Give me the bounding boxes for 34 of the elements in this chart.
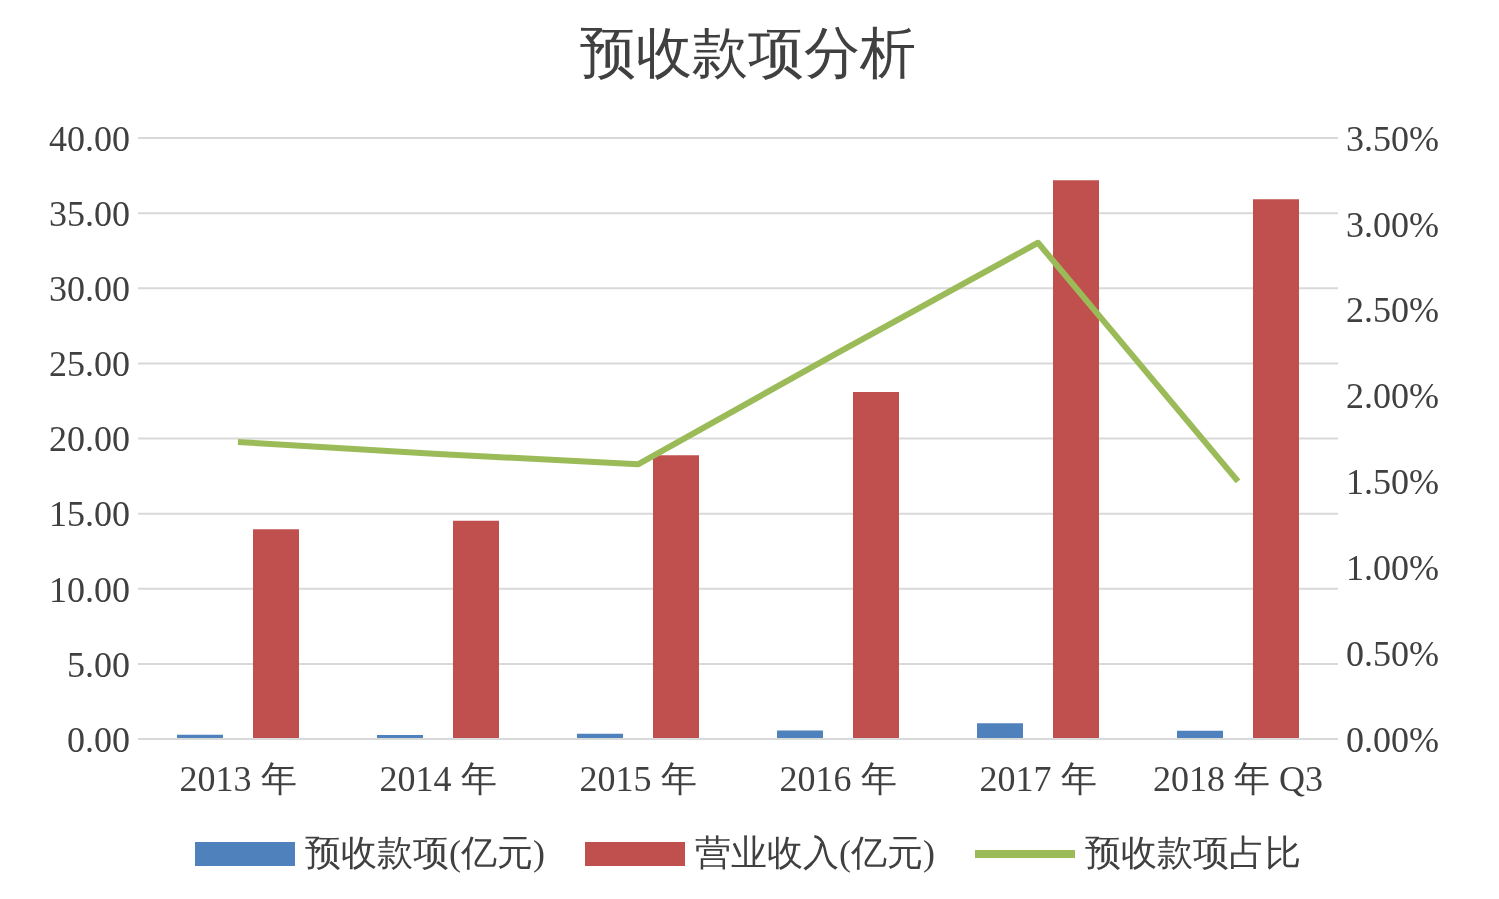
y2-tick-label: 3.50% bbox=[1346, 118, 1439, 159]
x-tick-label: 2016 年 bbox=[779, 758, 897, 799]
y-tick-label: 0.00 bbox=[67, 719, 130, 760]
y-tick-label: 35.00 bbox=[49, 193, 130, 234]
y-tick-label: 40.00 bbox=[49, 118, 130, 159]
y-tick-label: 25.00 bbox=[49, 344, 130, 385]
x-tick-label: 2018 年 Q3 bbox=[1153, 758, 1323, 799]
y-tick-label: 10.00 bbox=[49, 569, 130, 610]
y2-tick-label: 1.50% bbox=[1346, 462, 1439, 503]
bar bbox=[1253, 199, 1299, 739]
y-tick-label: 30.00 bbox=[49, 269, 130, 310]
y2-tick-label: 3.00% bbox=[1346, 204, 1439, 245]
chart-title: 预收款项分析 bbox=[579, 21, 917, 86]
bar bbox=[1053, 180, 1099, 739]
bar bbox=[653, 455, 699, 739]
legend-label: 营业收入(亿元) bbox=[695, 832, 935, 875]
y2-tick-label: 0.00% bbox=[1346, 719, 1439, 760]
bar bbox=[253, 529, 299, 739]
y-tick-label: 15.00 bbox=[49, 494, 130, 535]
bar bbox=[977, 723, 1023, 739]
x-tick-label: 2013 年 bbox=[179, 758, 297, 799]
legend-label: 预收款项(亿元) bbox=[305, 832, 545, 875]
y-tick-label: 5.00 bbox=[67, 644, 130, 685]
y2-tick-label: 1.00% bbox=[1346, 548, 1439, 589]
legend-label: 预收款项占比 bbox=[1084, 832, 1301, 875]
x-tick-label: 2015 年 bbox=[579, 758, 697, 799]
y2-tick-label: 2.00% bbox=[1346, 376, 1439, 417]
x-tick-label: 2014 年 bbox=[379, 758, 497, 799]
y-tick-label: 20.00 bbox=[49, 419, 130, 460]
bar bbox=[853, 392, 899, 739]
x-tick-label: 2017 年 bbox=[979, 758, 1097, 799]
y2-tick-label: 2.50% bbox=[1346, 290, 1439, 331]
bar bbox=[453, 520, 499, 739]
y2-tick-label: 0.50% bbox=[1346, 633, 1439, 674]
